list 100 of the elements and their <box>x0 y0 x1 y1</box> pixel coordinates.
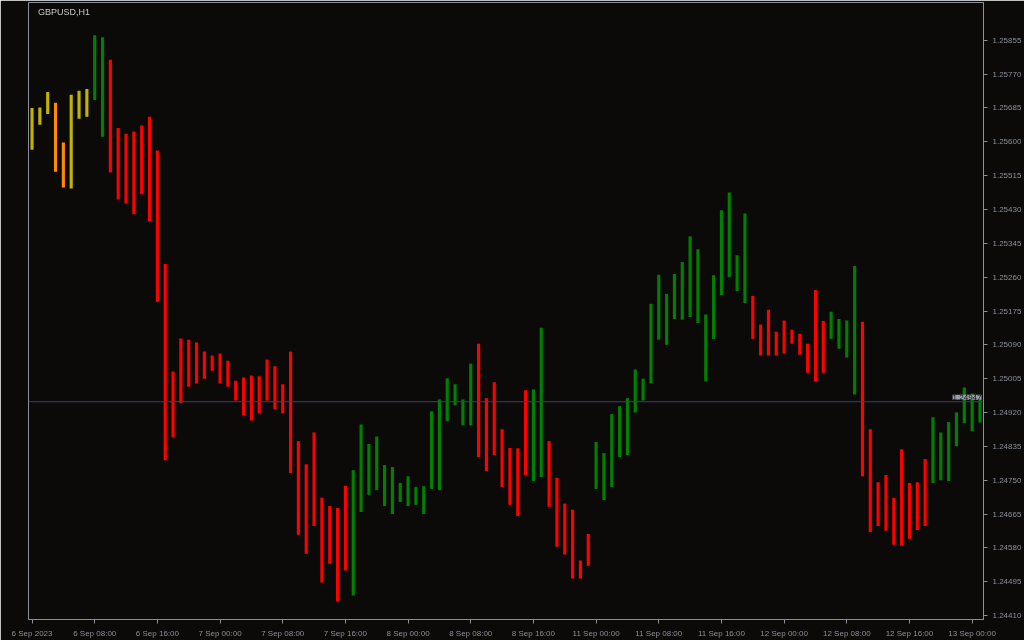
bar <box>649 303 653 384</box>
bar <box>876 482 880 526</box>
x-tick-label: 7 Sep 00:00 <box>198 628 243 638</box>
bar <box>241 377 246 416</box>
bar <box>892 497 896 545</box>
y-tick-label: 1.25600 <box>992 137 1022 147</box>
bar <box>437 399 441 491</box>
bar <box>790 329 794 344</box>
bar <box>555 477 559 547</box>
y-tick-label: 1.25005 <box>992 374 1022 384</box>
bar <box>680 262 684 320</box>
bar <box>978 398 982 423</box>
bar <box>696 249 700 323</box>
bar <box>806 343 810 373</box>
bar <box>531 389 535 481</box>
bar <box>500 429 504 487</box>
bar <box>218 353 222 384</box>
y-tick-label: 1.24835 <box>992 441 1022 451</box>
bar <box>249 375 253 421</box>
bar <box>202 351 206 379</box>
y-tick-label: 1.25345 <box>992 238 1022 248</box>
bar <box>147 116 152 222</box>
bar <box>398 482 402 503</box>
y-tick-label: 1.25855 <box>992 35 1022 45</box>
bar <box>704 314 708 382</box>
bar <box>633 369 637 413</box>
chart-title: GBPUSD,H1 <box>38 6 91 17</box>
bar <box>610 414 614 487</box>
bar <box>226 360 230 387</box>
bar <box>406 476 410 507</box>
bar <box>712 275 716 339</box>
bar <box>602 453 606 501</box>
bar <box>571 509 575 579</box>
bar <box>868 429 872 532</box>
bar <box>821 320 825 373</box>
ref-line-label: 1.24947 <box>952 392 983 402</box>
bar <box>759 324 763 356</box>
bar <box>477 343 481 458</box>
bar <box>163 264 167 461</box>
bar <box>547 441 551 507</box>
bar <box>884 475 888 531</box>
bar <box>492 382 496 456</box>
bar <box>312 432 316 526</box>
bar <box>100 37 105 137</box>
bar <box>586 533 590 566</box>
bar <box>234 380 238 401</box>
x-tick-label: 8 Sep 16:00 <box>511 628 556 638</box>
bar <box>116 127 120 200</box>
bar <box>578 560 582 579</box>
bar <box>46 92 50 114</box>
bar <box>688 236 692 317</box>
bar <box>343 485 347 571</box>
bar <box>304 464 308 554</box>
y-tick-label: 1.25685 <box>992 103 1022 113</box>
bar <box>375 436 379 491</box>
bar <box>829 311 833 339</box>
bar <box>383 465 387 507</box>
x-tick-label: 12 Sep 08:00 <box>822 628 872 638</box>
bar <box>69 94 73 189</box>
y-tick-label: 1.25770 <box>992 69 1022 79</box>
bar <box>915 482 919 530</box>
bar <box>179 338 183 404</box>
x-tick-label: 7 Sep 08:00 <box>261 628 305 638</box>
bar <box>900 449 904 546</box>
x-tick-label: 12 Sep 00:00 <box>760 628 809 638</box>
bar <box>665 293 669 345</box>
bar <box>171 371 175 438</box>
bar <box>837 318 841 349</box>
bar <box>77 90 81 119</box>
bar <box>390 467 394 515</box>
x-tick-label: 6 Sep 2023 <box>11 628 54 638</box>
bar <box>93 35 97 101</box>
x-tick-label: 11 Sep 16:00 <box>697 628 746 638</box>
bar <box>751 295 755 339</box>
bar <box>281 384 285 414</box>
bar <box>336 508 340 602</box>
bar <box>430 411 434 489</box>
bar <box>947 422 951 481</box>
bar <box>845 320 849 358</box>
bar <box>422 486 426 515</box>
bar <box>508 447 512 505</box>
x-tick-label: 6 Sep 08:00 <box>73 628 117 638</box>
bar <box>782 320 786 354</box>
bar <box>813 289 818 382</box>
bar <box>38 107 42 125</box>
bar <box>766 309 771 356</box>
x-tick-label: 7 Sep 16:00 <box>323 628 368 638</box>
bar <box>61 142 65 188</box>
bar <box>257 376 261 414</box>
bar <box>367 443 371 495</box>
bar <box>445 378 449 422</box>
bar <box>469 363 473 426</box>
bar <box>461 399 465 426</box>
bar <box>453 384 457 406</box>
bar <box>132 131 136 215</box>
bar <box>273 366 277 410</box>
y-tick-label: 1.24410 <box>992 611 1022 621</box>
y-tick-label: 1.24665 <box>992 509 1022 519</box>
y-tick-label: 1.24495 <box>992 577 1022 587</box>
y-tick-label: 1.25175 <box>992 306 1022 316</box>
